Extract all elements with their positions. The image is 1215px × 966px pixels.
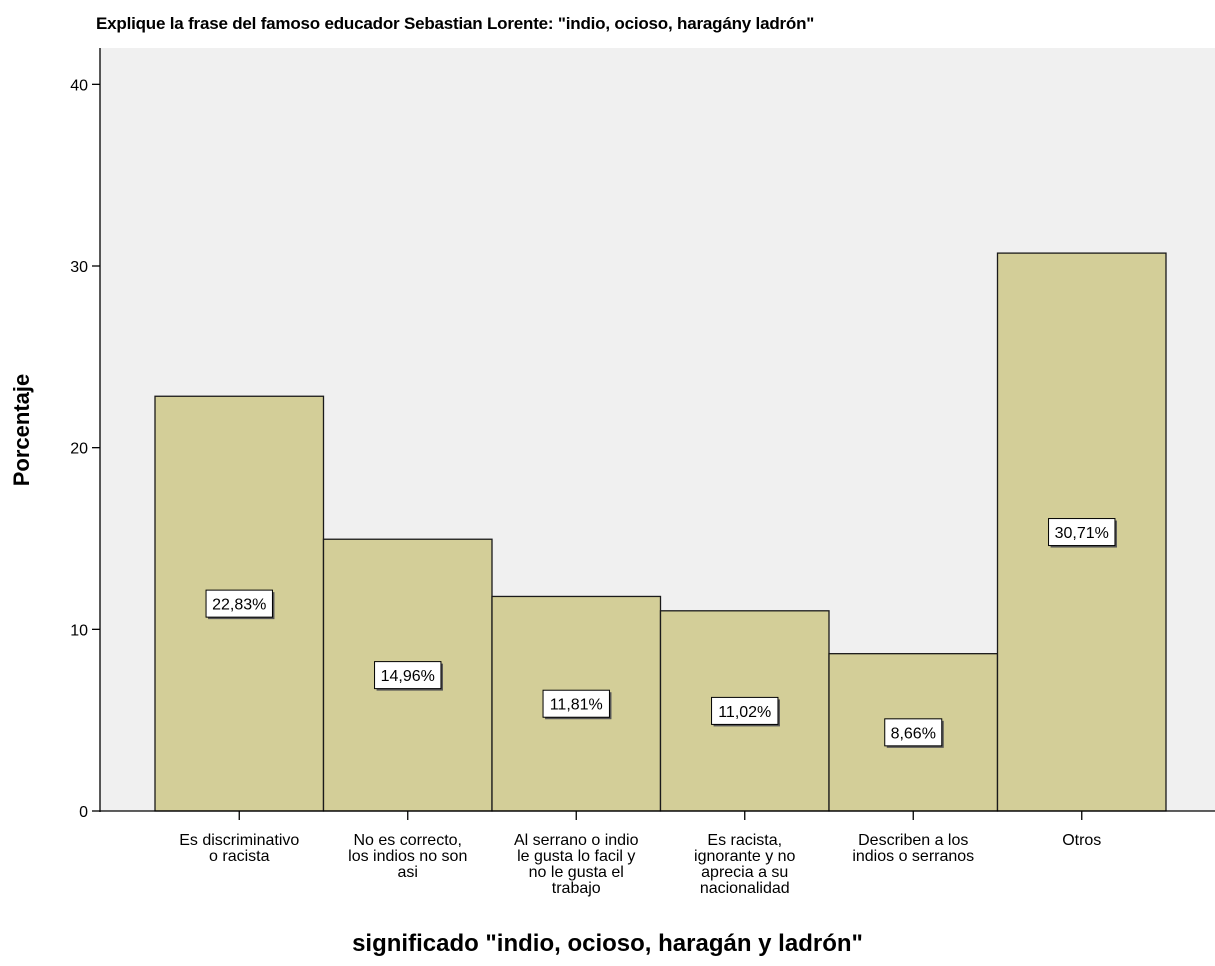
data-label: 8,66%	[884, 718, 944, 748]
x-tick-label: No es correcto, los indios no son asi	[348, 832, 467, 881]
data-label-box	[205, 589, 273, 618]
data-label-box	[884, 718, 943, 747]
y-tick-label: 30	[70, 259, 88, 276]
x-tick-label: Es racista, ignorante y no aprecia a su nac…	[694, 832, 796, 897]
data-label-box	[542, 689, 610, 718]
y-tick-label: 0	[79, 804, 88, 821]
data-label: 14,96%	[374, 661, 443, 691]
data-label-text: 30,71%	[1055, 525, 1109, 542]
data-label-box	[711, 696, 779, 725]
data-label: 22,83%	[205, 589, 275, 620]
x-tick-label: Describen a los indios o serranos	[852, 832, 974, 865]
data-label: 11,02%	[711, 696, 780, 727]
bars-layer	[154, 252, 1167, 812]
data-label-box	[374, 661, 442, 690]
data-label: 30,71%	[1048, 518, 1117, 548]
chart-title: Explique la frase del famoso educador Se…	[96, 14, 815, 33]
data-label-text: 11,81%	[550, 697, 603, 714]
y-axis-label: Porcentaje	[9, 373, 34, 487]
data-labels-layer: 22,83% 14,96% 11,81% 11,02% 8,66% 30,71%	[205, 518, 1117, 748]
axes-layer: 0 10 20 30 40 Es discriminativo o racista No es…	[70, 48, 1215, 897]
data-label-text: 22,83%	[212, 597, 266, 614]
x-tick-label: Otros	[1062, 832, 1101, 849]
data-label-text: 11,02%	[718, 704, 771, 721]
x-axis-label: significado "indio, ocioso, haragán y la…	[352, 930, 863, 957]
y-tick-label: 40	[70, 77, 88, 94]
x-tick-label: Es discriminativo o racista	[179, 832, 299, 865]
data-label-text: 8,66%	[891, 725, 936, 742]
data-label: 11,81%	[542, 689, 612, 720]
x-tick-label: Al serrano o indio le gusta lo facil y no …	[514, 832, 639, 897]
y-tick-label: 20	[70, 441, 88, 458]
data-label-box	[1048, 518, 1116, 547]
y-tick-label: 10	[70, 622, 88, 639]
data-label-text: 14,96%	[381, 668, 435, 685]
